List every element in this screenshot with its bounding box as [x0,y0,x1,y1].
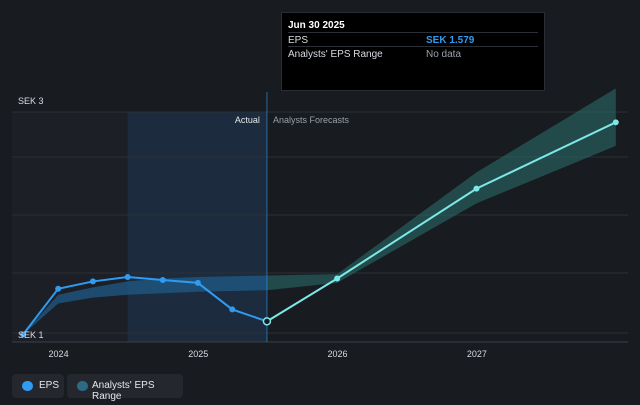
eps-actual-point-5 [194,279,201,286]
eps-forecast-point-0 [334,275,341,282]
tooltip-row-range: Analysts' EPS Range No data [288,46,538,61]
eps-actual-point-3 [124,274,131,281]
tooltip-range-value: No data [426,49,462,60]
x-tick-label-2026: 2026 [328,349,348,359]
eps-actual-point-2 [89,278,96,285]
eps-legend-marker-icon [22,381,33,391]
forecast-region-label: Analysts Forecasts [273,115,350,125]
eps-forecast-point-1 [473,185,480,192]
y-tick-label-0: SEK 3 [18,96,44,106]
eps-actual-point-7 [262,317,272,326]
range-legend-marker-icon [77,381,88,391]
x-tick-label-2025: 2025 [188,349,208,359]
legend-range-label: Analysts' EPS Range [92,380,155,402]
legend-range-button[interactable]: Analysts' EPS Range [67,374,183,402]
tooltip-row-eps: EPS SEK 1.579 [288,32,538,47]
x-tick-label-2027: 2027 [467,349,487,359]
tooltip-eps-label: EPS [288,35,309,46]
x-tick-label-2024: 2024 [49,349,69,359]
eps-actual-line [22,276,268,336]
y-tick-label-1: SEK 1 [18,330,44,340]
actual-region-label: Actual [235,115,260,125]
eps-actual-point-4 [159,276,166,283]
tooltip-date: Jun 30 2025 [288,20,345,31]
eps-forecast-point-2 [612,119,619,126]
eps-forecast-line [266,121,617,323]
legend-eps-button[interactable]: EPS [12,374,64,398]
eps-actual-point-1 [55,285,62,292]
eps-actual-point-0 [20,331,27,338]
actual-highlight-region [127,112,267,342]
legend-eps-label: EPS [39,380,60,391]
tooltip-range-label: Analysts' EPS Range [288,49,383,60]
tooltip-eps-value: SEK 1.579 [426,35,475,46]
tooltip: Jun 30 2025 EPS SEK 1.579 Analysts' EPS … [281,12,545,91]
eps-actual-point-6 [229,306,236,313]
